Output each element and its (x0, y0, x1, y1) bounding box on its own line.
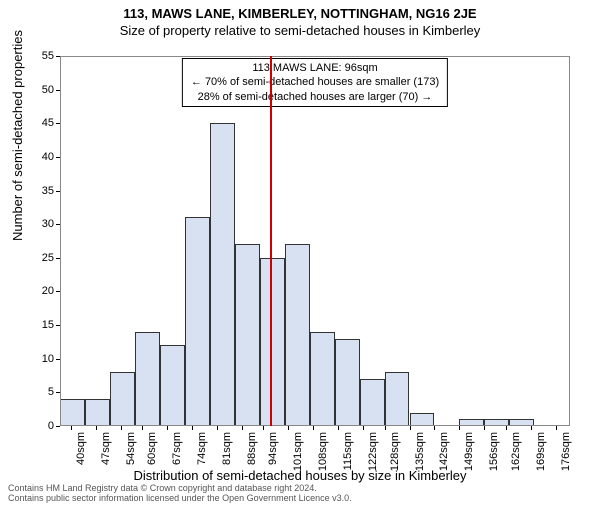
histogram-chart: 113 MAWS LANE: 96sqm ← 70% of semi-detac… (60, 56, 570, 426)
histogram-bar (110, 372, 135, 426)
histogram-bar (235, 244, 260, 426)
y-tick-label: 40 (24, 151, 54, 163)
reference-line (270, 56, 272, 426)
annotation-box: 113 MAWS LANE: 96sqm ← 70% of semi-detac… (182, 58, 448, 107)
x-tick-label: 54sqm (125, 432, 137, 465)
histogram-bar (60, 399, 85, 426)
x-tick-label: 47sqm (100, 432, 112, 465)
histogram-bar (85, 399, 110, 426)
histogram-bar (410, 413, 435, 426)
histogram-bar (509, 419, 534, 426)
y-tick-label: 10 (24, 353, 54, 365)
x-tick-label: 81sqm (221, 432, 233, 465)
x-tick-label: 169sqm (535, 432, 547, 471)
y-tick-label: 15 (24, 319, 54, 331)
y-tick-label: 35 (24, 185, 54, 197)
x-tick-label: 115sqm (342, 432, 354, 470)
y-tick-label: 50 (24, 84, 54, 96)
x-tick-label: 128sqm (389, 432, 401, 471)
histogram-bar (360, 379, 385, 426)
y-axis-label: Number of semi-detached properties (10, 30, 25, 241)
footer-attribution: Contains HM Land Registry data © Crown c… (8, 484, 352, 504)
x-axis-label: Distribution of semi-detached houses by … (0, 468, 600, 483)
x-tick-label: 108sqm (317, 432, 329, 471)
y-tick-label: 0 (24, 420, 54, 432)
annotation-line: 28% of semi-detached houses are larger (… (191, 90, 439, 104)
x-tick-label: 162sqm (510, 432, 522, 471)
annotation-line: ← 70% of semi-detached houses are smalle… (191, 75, 439, 89)
y-tick-label: 25 (24, 252, 54, 264)
histogram-bar (459, 419, 484, 426)
histogram-bar (135, 332, 160, 426)
histogram-bar (160, 345, 185, 426)
footer-line: Contains public sector information licen… (8, 494, 352, 504)
x-tick-label: 60sqm (146, 432, 158, 465)
x-tick-label: 122sqm (367, 432, 379, 471)
x-tick-label: 88sqm (246, 432, 258, 465)
histogram-bar (210, 123, 235, 426)
y-tick-label: 5 (24, 386, 54, 398)
y-tick-label: 45 (24, 117, 54, 129)
x-tick-label: 176sqm (560, 432, 572, 471)
page-title: 113, MAWS LANE, KIMBERLEY, NOTTINGHAM, N… (0, 6, 600, 21)
y-tick-label: 30 (24, 218, 54, 230)
x-tick-label: 67sqm (171, 432, 183, 465)
x-tick-label: 101sqm (292, 432, 304, 471)
histogram-bar (310, 332, 335, 426)
x-tick-label: 156sqm (488, 432, 500, 471)
histogram-bar (484, 419, 509, 426)
histogram-bar (385, 372, 410, 426)
page-subtitle: Size of property relative to semi-detach… (0, 23, 600, 38)
x-tick-label: 94sqm (267, 432, 279, 465)
x-tick-label: 135sqm (414, 432, 426, 471)
x-tick-label: 74sqm (196, 432, 208, 465)
x-tick-label: 40sqm (75, 432, 87, 465)
y-tick-label: 20 (24, 285, 54, 297)
histogram-bar (285, 244, 310, 426)
y-tick-label: 55 (24, 50, 54, 62)
annotation-line: 113 MAWS LANE: 96sqm (191, 61, 439, 75)
histogram-bar (185, 217, 210, 426)
x-tick-label: 142sqm (438, 432, 450, 471)
x-tick-label: 149sqm (463, 432, 475, 471)
histogram-bar (335, 339, 360, 426)
